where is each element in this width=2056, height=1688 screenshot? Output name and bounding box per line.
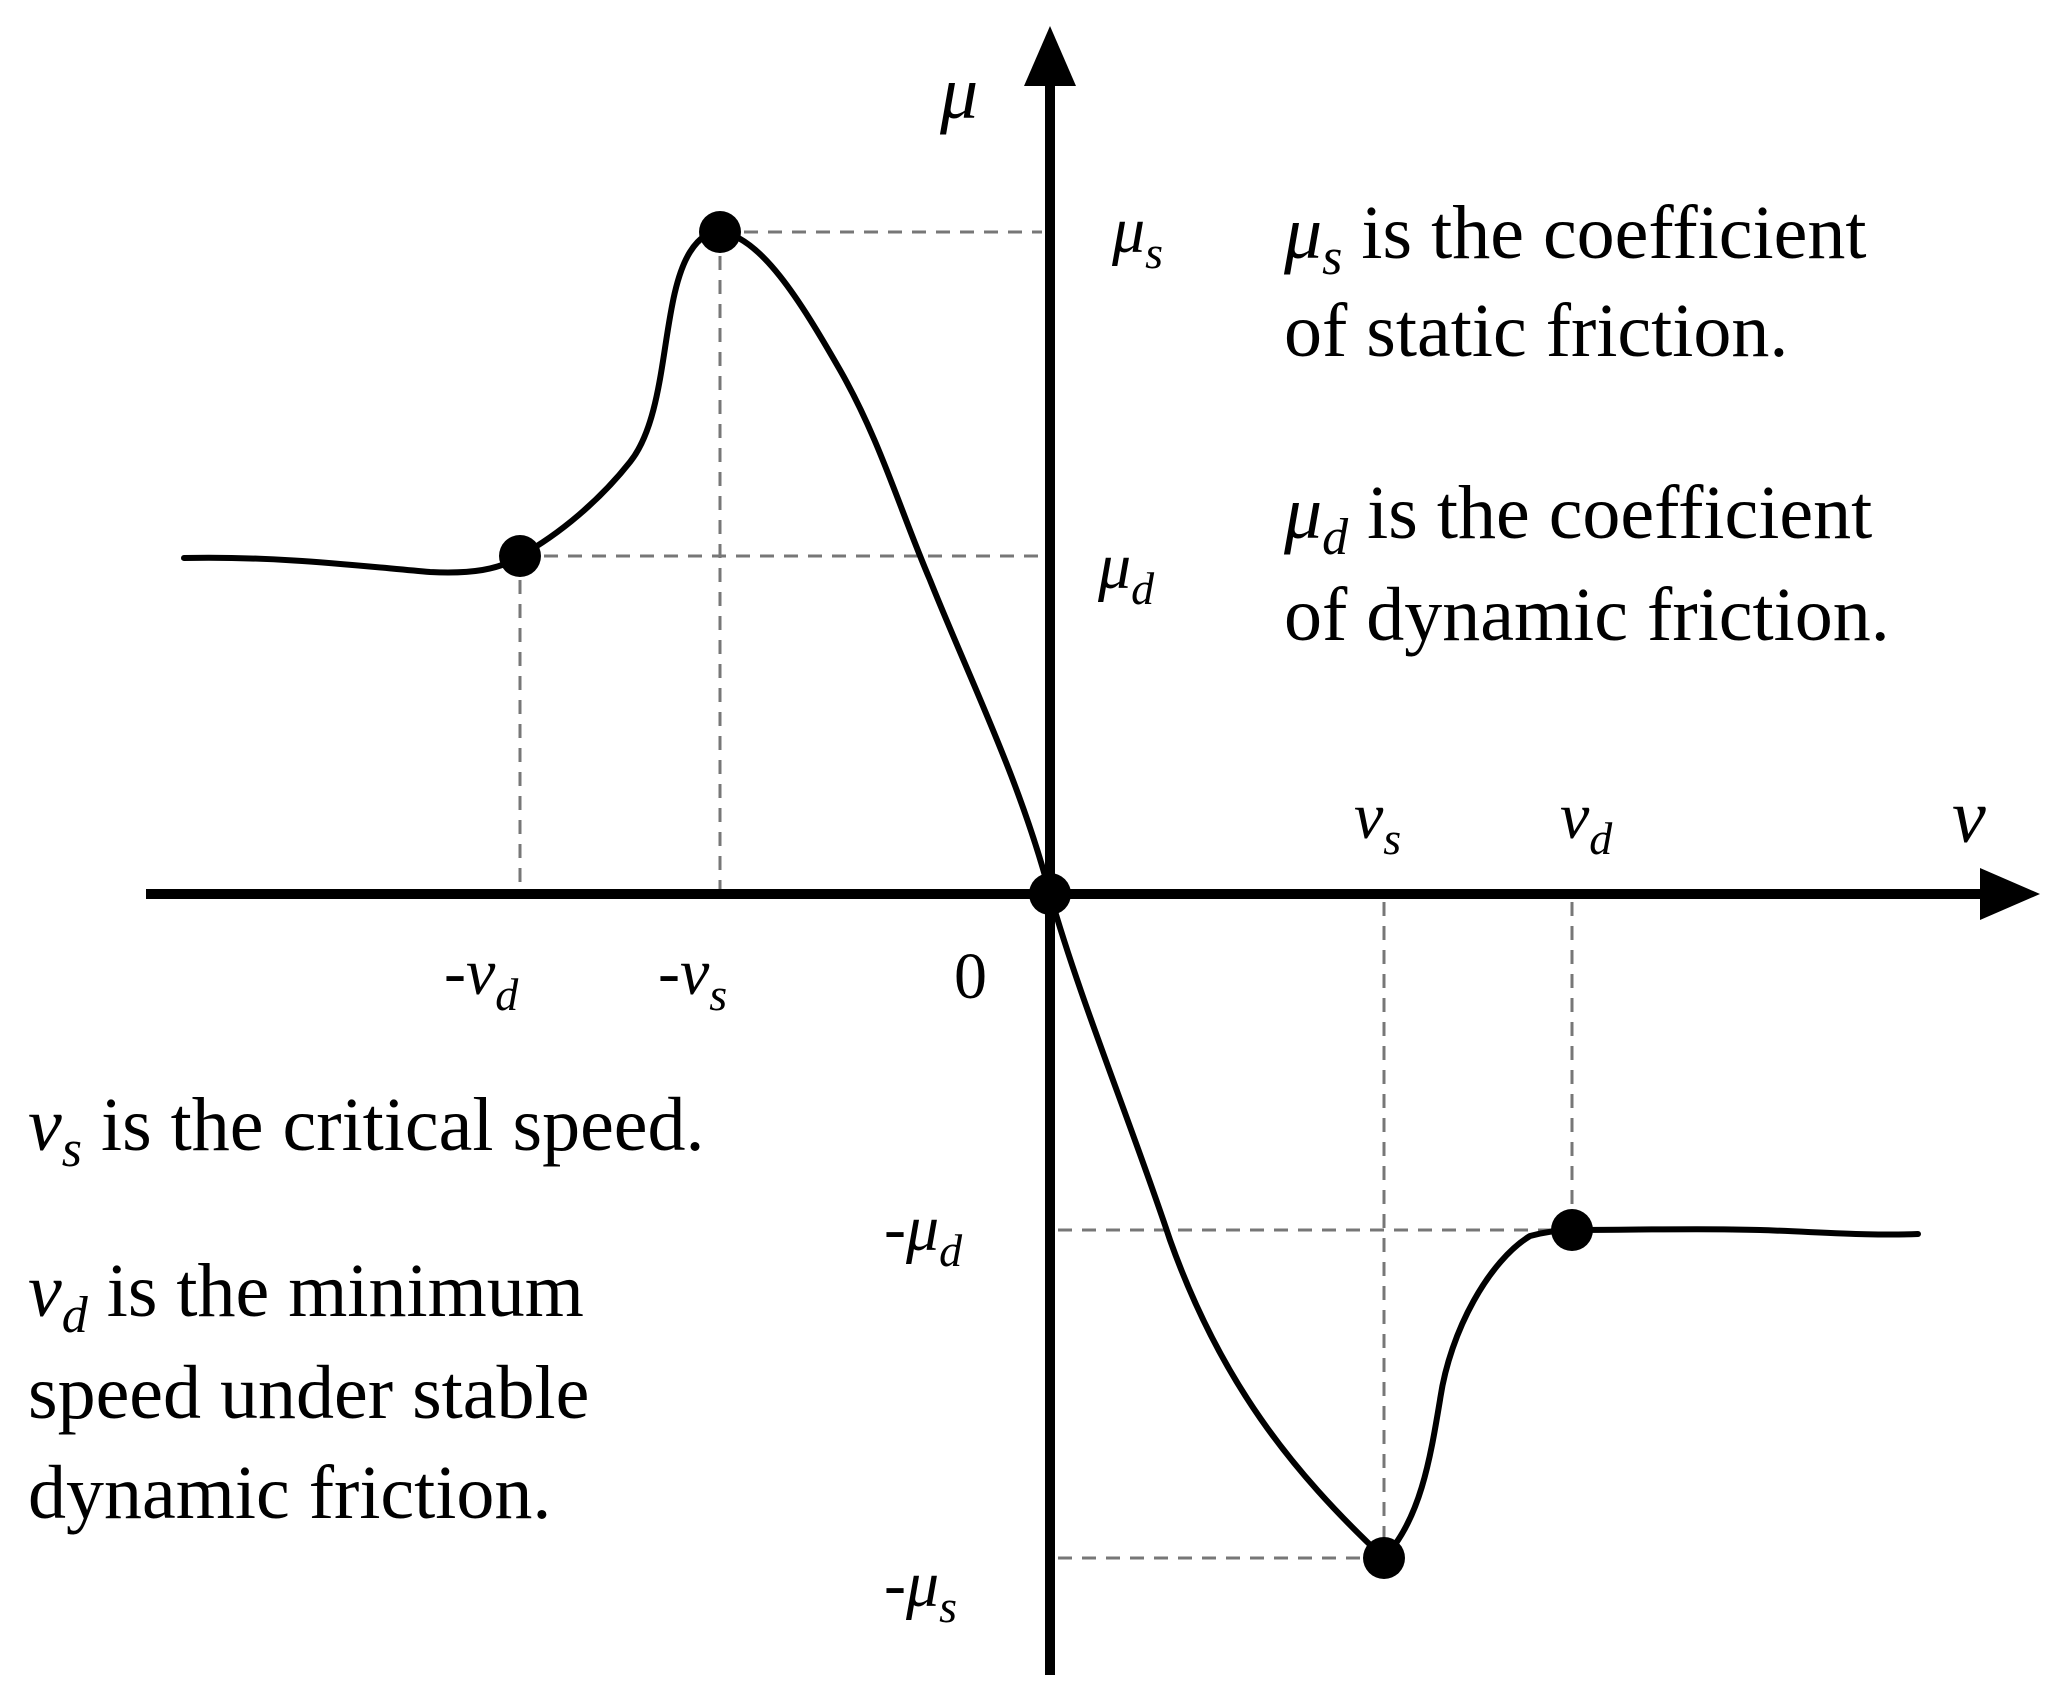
svg-text:μs is the coefficient: μs is the coefficient	[1283, 191, 1866, 286]
note-v-s: vs is the critical speed.	[28, 1083, 705, 1178]
svg-text:of static friction.: of static friction.	[1284, 289, 1788, 373]
x-tick-v-s: vs	[1354, 780, 1401, 864]
point-dynamic-left	[499, 535, 541, 577]
note-mu-d: μd is the coefficient of dynamic frictio…	[1283, 471, 1890, 657]
point-static-peak	[699, 211, 741, 253]
origin-label: 0	[954, 940, 987, 1013]
y-axis-name: μ	[939, 51, 978, 135]
x-axis-name: v	[1952, 775, 1986, 859]
key-points	[499, 211, 1593, 1579]
y-tick-mu-s: μs	[1111, 194, 1163, 278]
svg-text:of dynamic friction.: of dynamic friction.	[1284, 573, 1890, 657]
x-axis-arrowhead	[1980, 868, 2040, 920]
guide-lines	[518, 230, 1574, 1560]
y-axis-arrowhead	[1024, 26, 1076, 86]
x-tick-v-d: vd	[1560, 780, 1613, 864]
svg-text:μd is the coefficient: μd is the coefficient	[1283, 471, 1872, 566]
x-tick-neg-v-s: -vs	[658, 936, 727, 1020]
svg-text:speed under stable: speed under stable	[28, 1351, 589, 1435]
y-tick-neg-mu-s: -μs	[884, 1548, 957, 1632]
svg-text:vs is the critical speed.: vs is the critical speed.	[28, 1083, 705, 1178]
point-dynamic-right	[1551, 1209, 1593, 1251]
point-static-trough	[1363, 1537, 1405, 1579]
y-tick-mu-d: μd	[1097, 530, 1155, 614]
friction-curve	[181, 228, 1921, 1563]
svg-text:dynamic friction.: dynamic friction.	[28, 1451, 551, 1535]
note-mu-s: μs is the coefficient of static friction…	[1283, 191, 1866, 373]
point-origin	[1029, 873, 1071, 915]
svg-text:vd is the minimum: vd is the minimum	[28, 1249, 584, 1344]
y-tick-neg-mu-d: -μd	[884, 1192, 963, 1276]
x-tick-neg-v-d: -vd	[444, 936, 519, 1020]
note-v-d: vd is the minimum speed under stable dyn…	[28, 1249, 589, 1535]
